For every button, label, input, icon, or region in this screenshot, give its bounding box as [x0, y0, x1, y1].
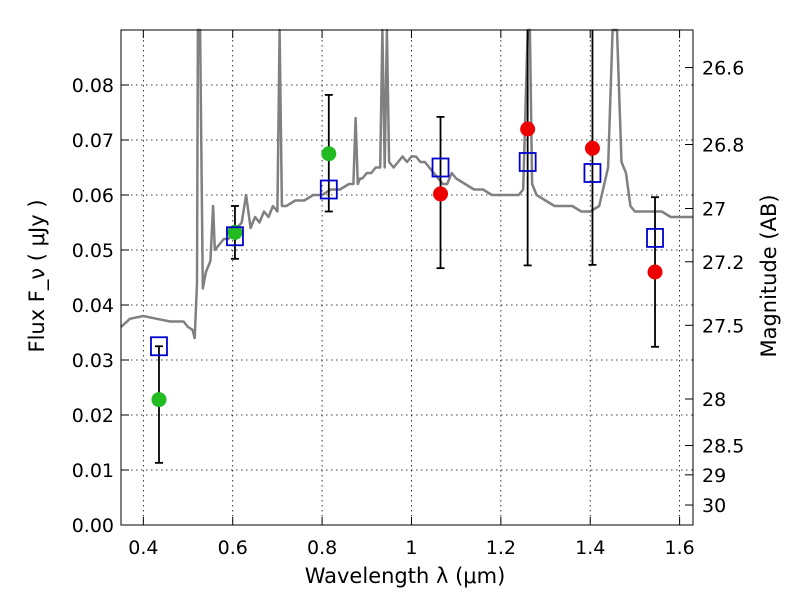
- errorbar-layer: [154, 30, 660, 464]
- x-tick-label: 0.4: [128, 537, 158, 559]
- photometry-point: [227, 224, 243, 240]
- photometry-point: [647, 264, 663, 280]
- model-flux-square: [226, 226, 244, 247]
- right-tick-label: 29: [702, 465, 726, 487]
- x-tick-label: 1.2: [486, 537, 516, 559]
- right-tick-label: 26.8: [702, 134, 744, 156]
- y-axis-label: Flux F_ν ( μJy ): [25, 199, 50, 352]
- tick-labels: 0.4 0.6 0.8 1 1.2 1.4 1.6 0.00 0.01 0.02 0.03 0.04 0…: [72, 58, 745, 559]
- y-tick-label: 0.01: [72, 460, 114, 482]
- model-flux-square: [319, 179, 338, 200]
- grid-lines: [121, 30, 693, 525]
- y-tick-label: 0.02: [72, 405, 114, 427]
- model-flux-square: [431, 157, 450, 178]
- plot-frame: [120, 29, 694, 526]
- y-tick-label: 0.08: [72, 75, 114, 97]
- y-axis-label-text: Flux F_ν ( μJy ): [25, 199, 50, 352]
- x-axis-label: Wavelength λ (μm): [305, 564, 506, 588]
- model-flux-square: [583, 163, 602, 183]
- y-tick-label: 0.03: [72, 350, 114, 372]
- right-tick-label: 30: [702, 495, 726, 517]
- photometry-point: [584, 140, 600, 156]
- x-axis-label-text: Wavelength λ (μm): [305, 564, 506, 588]
- right-tick-label: 28: [702, 389, 726, 411]
- y-tick-label: 0.07: [72, 130, 114, 152]
- right-tick-label: 27.2: [702, 252, 744, 274]
- photometry-point: [321, 146, 337, 162]
- right-tick-label: 28.5: [702, 436, 744, 458]
- tick-marks: [121, 30, 693, 526]
- photometry-point: [433, 186, 449, 202]
- x-tick-label: 0.8: [307, 537, 337, 559]
- y-tick-label: 0.00: [72, 515, 114, 537]
- y-tick-label: 0.06: [72, 185, 114, 207]
- right-tick-label: 26.6: [702, 58, 744, 80]
- y-tick-label: 0.04: [72, 295, 114, 317]
- spectrum-line: [120, 28, 693, 340]
- x-tick-label: 1.4: [575, 537, 605, 559]
- right-tick-label: 27: [702, 199, 726, 221]
- right-axis-label-text: Magnitude (AB): [757, 194, 781, 357]
- right-tick-label: 27.5: [702, 315, 744, 337]
- model-flux-square: [150, 336, 168, 357]
- model-flux-square: [518, 152, 537, 172]
- y-tick-label: 0.05: [72, 240, 114, 262]
- spectrum-layer: [120, 28, 693, 340]
- x-tick-label: 0.6: [218, 537, 248, 559]
- photometry-point: [520, 121, 536, 137]
- x-tick-label: 1.6: [664, 537, 694, 559]
- right-axis-label: Magnitude (AB): [757, 194, 781, 357]
- x-tick-label: 1: [405, 537, 417, 559]
- marker-layer: [150, 121, 664, 408]
- model-flux-square: [646, 227, 664, 248]
- photometry-point: [151, 392, 167, 408]
